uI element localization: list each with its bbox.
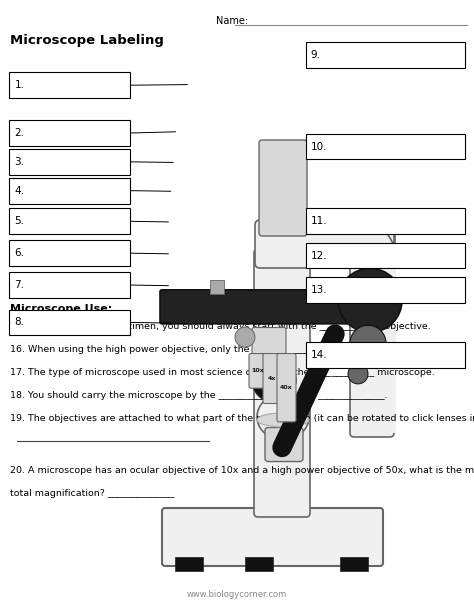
Text: 13.: 13.: [311, 285, 328, 295]
FancyBboxPatch shape: [252, 327, 286, 357]
Text: www.biologycorner.com: www.biologycorner.com: [187, 590, 287, 599]
Text: 15. When focusing a specimen, you should always start with the _____________ obj: 15. When focusing a specimen, you should…: [10, 322, 431, 331]
FancyBboxPatch shape: [249, 354, 268, 388]
Circle shape: [350, 326, 386, 361]
Bar: [9, 240, 130, 266]
FancyBboxPatch shape: [263, 354, 282, 403]
FancyBboxPatch shape: [254, 249, 310, 517]
Bar: [354, 253, 396, 433]
Text: Name:: Name:: [216, 17, 248, 26]
Bar: [306, 342, 465, 368]
Text: 3.: 3.: [15, 157, 25, 167]
Text: 1.: 1.: [15, 80, 25, 90]
FancyBboxPatch shape: [350, 219, 394, 437]
Bar: [310, 280, 324, 294]
Bar: [306, 277, 465, 303]
Circle shape: [252, 358, 296, 402]
FancyBboxPatch shape: [277, 354, 296, 422]
Text: 2.: 2.: [15, 128, 25, 138]
Text: 16. When using the high power objective, only the _______________ knob should be: 16. When using the high power objective,…: [10, 345, 428, 354]
Bar: [175, 557, 203, 571]
Bar: [210, 280, 224, 294]
Text: total magnification? ______________: total magnification? ______________: [10, 489, 175, 498]
Text: 4x: 4x: [268, 376, 276, 381]
Bar: [306, 208, 465, 234]
Text: 19. The objectives are attached to what part of the microscope (it can be rotate: 19. The objectives are attached to what …: [10, 414, 474, 423]
Bar: [9, 272, 130, 298]
Text: 11.: 11.: [311, 216, 328, 226]
Text: 9.: 9.: [311, 50, 321, 60]
Bar: [9, 72, 130, 98]
Text: 8.: 8.: [15, 318, 25, 327]
Bar: [9, 149, 130, 175]
Text: 10x: 10x: [252, 368, 264, 373]
Circle shape: [338, 268, 402, 332]
Circle shape: [235, 327, 255, 347]
Bar: [245, 557, 273, 571]
Text: 14.: 14.: [311, 350, 328, 360]
Text: 20. A microscope has an ocular objective of 10x and a high power objective of 50: 20. A microscope has an ocular objective…: [10, 466, 474, 475]
Text: 7.: 7.: [15, 280, 25, 290]
FancyBboxPatch shape: [255, 220, 395, 268]
Text: Microscope Use:: Microscope Use:: [10, 304, 113, 314]
Bar: [9, 310, 130, 335]
Wedge shape: [356, 219, 396, 259]
Text: 12.: 12.: [311, 251, 328, 261]
Text: 4.: 4.: [15, 186, 25, 196]
Bar: [306, 243, 465, 268]
Ellipse shape: [257, 413, 309, 427]
Bar: [306, 134, 465, 159]
Text: 10.: 10.: [311, 142, 327, 151]
FancyBboxPatch shape: [265, 427, 303, 462]
FancyBboxPatch shape: [160, 290, 374, 324]
Text: 5.: 5.: [15, 216, 25, 226]
Text: Microscope Labeling: Microscope Labeling: [10, 34, 164, 47]
Bar: [306, 42, 465, 68]
Text: 40x: 40x: [280, 385, 292, 390]
Text: 17. The type of microscope used in most science classes is the _____________ mic: 17. The type of microscope used in most …: [10, 368, 435, 377]
FancyBboxPatch shape: [162, 508, 383, 566]
Bar: [310, 221, 365, 263]
Ellipse shape: [264, 359, 294, 377]
Circle shape: [348, 364, 368, 384]
Bar: [9, 178, 130, 204]
FancyBboxPatch shape: [259, 140, 307, 236]
Ellipse shape: [257, 394, 309, 440]
Text: 18. You should carry the microscope by the ____________ and the ______________.: 18. You should carry the microscope by t…: [10, 391, 388, 400]
Bar: [340, 557, 368, 571]
Bar: [9, 120, 130, 146]
Text: 6.: 6.: [15, 248, 25, 258]
Bar: [9, 208, 130, 234]
